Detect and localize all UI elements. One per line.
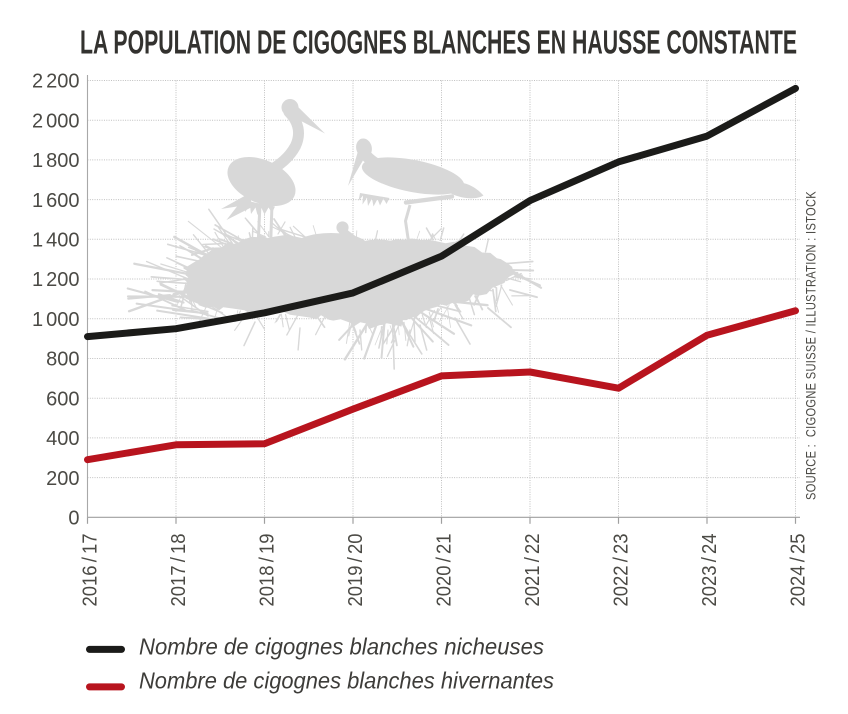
svg-text:800: 800 <box>46 349 79 371</box>
svg-text:2019/20: 2019/20 <box>344 534 367 607</box>
svg-text:2017/18: 2017/18 <box>167 534 190 607</box>
svg-text:200: 200 <box>46 468 79 490</box>
svg-text:Nombre de cigognes blanches ni: Nombre de cigognes blanches nicheuses <box>139 634 544 660</box>
svg-text:2021/22: 2021/22 <box>521 534 544 607</box>
svg-text:2022/23: 2022/23 <box>610 534 633 607</box>
svg-text:2016/17: 2016/17 <box>79 534 102 607</box>
svg-text:2023/24: 2023/24 <box>698 534 721 607</box>
svg-text:LA POPULATION DE CIGOGNES BLAN: LA POPULATION DE CIGOGNES BLANCHES EN HA… <box>80 24 797 61</box>
svg-text:400: 400 <box>46 428 79 450</box>
svg-text:Nombre de cigognes blanches hi: Nombre de cigognes blanches hivernantes <box>139 668 554 694</box>
svg-text:2024/25: 2024/25 <box>787 534 810 607</box>
svg-text:2020/21: 2020/21 <box>433 534 456 607</box>
svg-text:600: 600 <box>46 388 79 410</box>
svg-text:0: 0 <box>68 508 79 530</box>
svg-text:SOURCE : CIGOGNE SUISSE / ILL: SOURCE : CIGOGNE SUISSE / ILLUSTRATION :… <box>804 191 819 500</box>
svg-text:2018/19: 2018/19 <box>256 534 279 607</box>
